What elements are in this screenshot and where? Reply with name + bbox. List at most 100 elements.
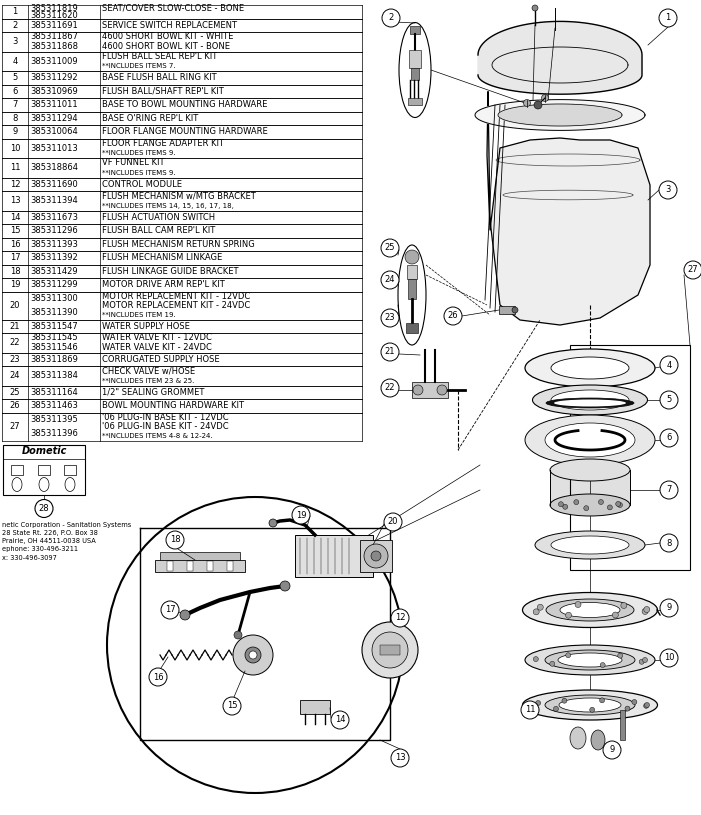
Text: x: 330-496-3097: x: 330-496-3097 xyxy=(2,554,57,561)
Bar xyxy=(155,560,245,572)
Text: 385311164: 385311164 xyxy=(30,388,78,397)
Circle shape xyxy=(684,261,701,279)
Circle shape xyxy=(534,101,542,109)
Text: 385311384: 385311384 xyxy=(30,372,78,381)
Bar xyxy=(187,561,193,571)
Bar xyxy=(380,645,400,655)
Circle shape xyxy=(384,513,402,531)
Ellipse shape xyxy=(545,695,635,715)
Circle shape xyxy=(566,612,571,619)
Bar xyxy=(570,345,690,570)
Text: 385311869: 385311869 xyxy=(30,355,78,363)
Text: 385311013: 385311013 xyxy=(30,143,78,152)
Circle shape xyxy=(331,711,349,729)
Ellipse shape xyxy=(546,599,634,621)
Circle shape xyxy=(660,649,678,667)
Circle shape xyxy=(537,604,543,610)
Text: 7: 7 xyxy=(667,486,672,495)
Text: 20: 20 xyxy=(10,301,20,310)
Text: FLUSH BALL/SHAFT REP'L KIT: FLUSH BALL/SHAFT REP'L KIT xyxy=(102,86,224,95)
Circle shape xyxy=(280,581,290,591)
Ellipse shape xyxy=(525,645,655,675)
Circle shape xyxy=(391,749,409,767)
Polygon shape xyxy=(487,92,650,325)
Bar xyxy=(408,279,416,299)
Circle shape xyxy=(524,99,531,107)
Circle shape xyxy=(223,697,241,715)
Circle shape xyxy=(35,500,53,518)
Bar xyxy=(408,98,422,105)
Text: FLUSH MECHANISM LINKAGE: FLUSH MECHANISM LINKAGE xyxy=(102,253,222,262)
Text: 17: 17 xyxy=(165,606,175,615)
Circle shape xyxy=(603,741,621,759)
Circle shape xyxy=(521,701,539,719)
Text: MOTOR DRIVE ARM REP'L KIT: MOTOR DRIVE ARM REP'L KIT xyxy=(102,280,225,289)
Circle shape xyxy=(574,500,579,504)
Text: **INCLUDES ITEMS 9.: **INCLUDES ITEMS 9. xyxy=(102,170,176,175)
Bar xyxy=(499,306,515,314)
Circle shape xyxy=(381,379,399,397)
Circle shape xyxy=(381,309,399,327)
Ellipse shape xyxy=(558,653,622,667)
Text: 9: 9 xyxy=(13,127,18,136)
Text: netic Corporation - Sanitation Systems: netic Corporation - Sanitation Systems xyxy=(2,522,131,528)
Text: 1: 1 xyxy=(13,7,18,16)
Text: FLOOR FLANGE MOUNTING HARDWARE: FLOOR FLANGE MOUNTING HARDWARE xyxy=(102,127,268,136)
Ellipse shape xyxy=(550,459,630,481)
Ellipse shape xyxy=(591,730,605,750)
Circle shape xyxy=(234,631,242,639)
Circle shape xyxy=(161,601,179,619)
Text: 13: 13 xyxy=(395,754,405,763)
Circle shape xyxy=(166,531,184,549)
Text: 13: 13 xyxy=(10,196,20,205)
Circle shape xyxy=(437,385,447,395)
Circle shape xyxy=(372,632,408,668)
Ellipse shape xyxy=(559,698,621,712)
Text: 8: 8 xyxy=(667,539,672,548)
Text: 28 State Rt. 226, P.O. Box 38: 28 State Rt. 226, P.O. Box 38 xyxy=(2,531,98,536)
Text: 385311394: 385311394 xyxy=(30,196,78,205)
Text: CHECK VALVE w/HOSE: CHECK VALVE w/HOSE xyxy=(102,367,195,376)
Text: 10: 10 xyxy=(10,143,20,152)
Text: 1: 1 xyxy=(665,14,671,23)
Circle shape xyxy=(660,534,678,552)
Circle shape xyxy=(536,701,540,706)
Bar xyxy=(411,68,419,80)
Circle shape xyxy=(660,599,678,617)
Ellipse shape xyxy=(545,423,635,457)
Text: 28: 28 xyxy=(39,504,49,513)
Circle shape xyxy=(575,601,581,607)
Text: 11: 11 xyxy=(525,706,536,715)
Text: 385311867: 385311867 xyxy=(30,33,78,42)
Text: 385311673: 385311673 xyxy=(30,213,78,222)
Text: 24: 24 xyxy=(385,275,395,284)
Text: 1/2" SEALING GROMMET: 1/2" SEALING GROMMET xyxy=(102,388,205,397)
Text: 25: 25 xyxy=(10,388,20,397)
Text: 6: 6 xyxy=(13,86,18,95)
Text: 4: 4 xyxy=(13,57,18,66)
Bar xyxy=(167,561,173,571)
Ellipse shape xyxy=(399,23,431,117)
Text: 12: 12 xyxy=(10,180,20,189)
Text: **INCLUDES ITEMS 4-8 & 12-24.: **INCLUDES ITEMS 4-8 & 12-24. xyxy=(102,433,212,438)
Text: 385311292: 385311292 xyxy=(30,73,78,82)
Text: 385311395: 385311395 xyxy=(30,415,78,424)
Text: 385311390: 385311390 xyxy=(30,308,78,317)
Text: 11: 11 xyxy=(10,163,20,172)
Bar xyxy=(295,535,373,577)
Circle shape xyxy=(269,519,277,527)
Bar xyxy=(3,444,85,495)
Circle shape xyxy=(512,307,518,313)
Ellipse shape xyxy=(535,531,645,559)
Text: SERVICE SWITCH REPLACEMENT: SERVICE SWITCH REPLACEMENT xyxy=(102,20,237,30)
Circle shape xyxy=(405,250,419,264)
Text: 4: 4 xyxy=(667,360,672,369)
Ellipse shape xyxy=(398,245,426,345)
Text: 5: 5 xyxy=(667,395,672,404)
Text: 23: 23 xyxy=(10,355,20,363)
Circle shape xyxy=(590,707,594,712)
Polygon shape xyxy=(475,99,645,130)
Text: 4600 SHORT BOWL KIT - BONE: 4600 SHORT BOWL KIT - BONE xyxy=(102,42,230,51)
Circle shape xyxy=(613,612,618,618)
Text: 22: 22 xyxy=(385,384,395,393)
